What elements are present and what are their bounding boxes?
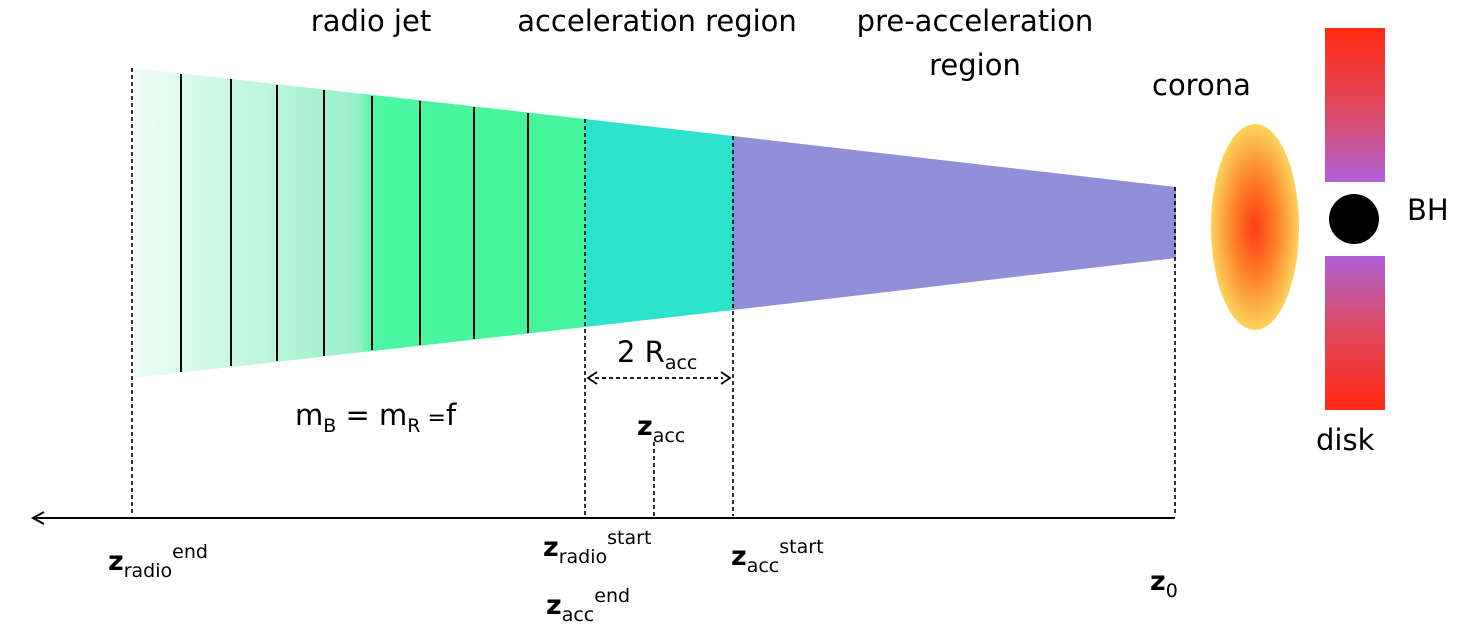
z-acc-end-label: zaccend <box>546 585 631 626</box>
black-hole <box>1329 194 1379 244</box>
z-acc-start-label: zaccstart <box>731 536 824 577</box>
z0-label: z0 <box>1150 566 1178 602</box>
racc-dimension-arrow <box>586 371 732 385</box>
radio-jet-title: radio jet <box>310 4 432 38</box>
pre-acceleration-title: pre-acceleration region <box>856 4 1094 82</box>
z-radio-start-label: zradiostart <box>543 527 652 568</box>
racc-label: 2 Racc <box>617 335 698 374</box>
radio-jet-region <box>134 68 585 378</box>
radio-jet-segment-lines <box>180 74 529 372</box>
acceleration-region-title: acceleration region <box>517 4 797 38</box>
bh-label: BH <box>1407 193 1449 227</box>
boundary-dashed-lines <box>131 68 1176 516</box>
disk-upper <box>1325 28 1385 182</box>
magnetization-equation: mB = mR =f <box>295 398 457 437</box>
z-axis <box>30 511 1175 525</box>
acceleration-region <box>585 119 733 327</box>
disk-lower <box>1325 256 1385 410</box>
corona <box>1211 124 1299 330</box>
corona-label: corona <box>1152 68 1251 102</box>
z-radio-end-label: zradioend <box>108 541 208 582</box>
z-acc-label: zacc <box>637 411 686 447</box>
pre-acceleration-region <box>733 136 1176 310</box>
disk-label: disk <box>1316 423 1375 457</box>
